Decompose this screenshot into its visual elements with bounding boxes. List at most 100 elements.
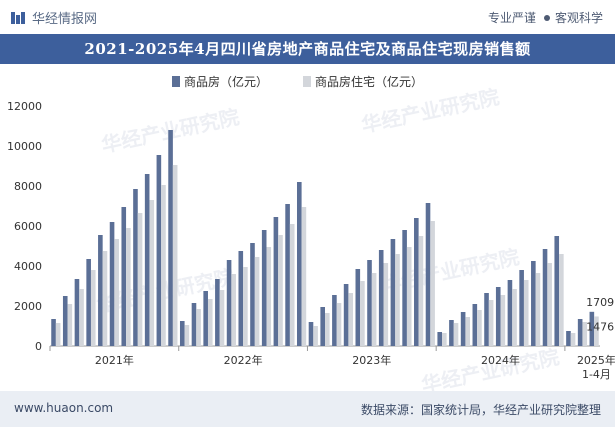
bar-series2 [172,165,178,346]
bar-chart: 商品房（亿元） 商品房住宅（亿元） 0 2000 4000 6000 8000 10000 12… [7,74,615,381]
footer-source: 数据来源：国家统计局，华经产业研究院整理 [360,403,601,417]
bar-series2 [430,221,435,346]
bar-series1 [577,319,583,346]
bar-series2 [313,326,318,346]
bar-series1 [414,218,419,346]
bar-series1 [86,259,91,346]
data-label: 1709.52 [586,296,615,309]
bar-series1 [367,260,372,346]
bar-series2 [161,185,166,346]
x-group-label: 2025年 [577,353,615,367]
y-tick-label: 4000 [14,260,42,273]
bar-series1 [495,287,501,346]
bar-series2 [383,263,389,346]
bar-series2 [196,309,201,346]
bar-series1 [484,293,489,346]
bar-series2 [395,254,400,346]
bar-series2 [184,325,190,346]
bar-series1 [226,260,232,346]
bar-series1 [285,204,290,346]
y-tick-label: 2000 [14,300,42,313]
bar-series1 [74,279,80,346]
bar-series1 [62,296,68,346]
bar-series2 [289,224,295,346]
bar-series2 [465,317,471,346]
bar-series2 [453,323,459,346]
bar-series1 [203,291,208,346]
bar-series2 [477,310,482,346]
bar-series1 [156,155,162,346]
bar-series1 [507,280,513,346]
y-tick-label: 8000 [14,180,42,193]
bar-series1 [191,303,197,346]
title-bar: 2021-2025年4月四川省房地产商品住宅及商品住宅现房销售额 [0,34,615,64]
tagline-dot-icon [543,14,550,21]
bar-series1 [519,270,524,346]
bar-series1 [238,251,244,346]
x-group-label: 2024年 [481,353,520,367]
bar-series2 [207,299,213,346]
bar-series1 [98,235,103,346]
bar-series1 [425,203,431,346]
y-tick-label: 0 [35,340,42,353]
bar-series1 [261,230,267,346]
bar-series2 [137,213,143,346]
bar-series1 [320,307,325,346]
top-bar: 华经情报网 专业严谨 客观科学 [0,0,615,34]
bar-series1 [273,217,279,346]
bar-series2 [360,281,365,346]
tagline: 专业严谨 客观科学 [488,9,603,26]
bar-series2 [523,280,529,346]
bar-series1 [343,284,349,346]
bar-series2 [231,274,236,346]
bar-series2 [102,251,108,346]
bar-series2 [243,267,248,346]
bar-series2 [500,295,506,346]
legend-label-1: 商品房（亿元） [184,74,268,89]
x-group-label: 2023年 [352,353,391,367]
bar-series2 [301,207,307,346]
bar-series1 [168,130,173,346]
bar-series2 [67,304,73,346]
bar-series1 [460,312,466,346]
bar-series2 [254,257,260,346]
bar-series2 [114,239,119,346]
x-group-label: 2022年 [224,353,263,367]
bar-series2 [371,273,377,346]
brand-name: 华经情报网 [32,12,98,27]
x-group-label: 1-4月 [582,368,611,381]
bar-series1 [121,207,127,346]
bar-series2 [406,247,412,346]
bar-series1 [332,295,337,346]
bar-series2 [325,313,330,346]
bar-series2 [488,300,494,346]
bar-series1 [449,320,454,346]
bar-series2 [348,293,354,346]
bar-series2 [278,235,283,346]
bar-series2 [582,322,588,346]
brand[interactable]: 华经情报网 [10,8,97,27]
bar-series1 [109,222,115,346]
bar-series2 [442,333,447,346]
bar-series1 [542,249,548,346]
tagline-right: 客观科学 [554,11,603,25]
bar-series2 [512,289,517,346]
bar-series1 [179,321,185,346]
legend-swatch-2 [303,76,311,87]
bar-series1 [472,304,478,346]
brand-logo-icon [11,11,25,24]
bar-series1 [215,279,220,346]
bar-series2 [55,323,61,346]
bar-series2 [266,247,272,346]
y-tick-label: 10000 [7,140,42,153]
bar-series2 [219,290,225,346]
footer-website[interactable]: www.huaon.com [14,401,114,415]
bar-series2 [547,263,552,346]
bar-series1 [554,236,560,346]
bar-series1 [144,174,150,346]
bar-series2 [559,254,564,346]
bar-series1 [51,319,56,346]
bar-series1 [355,269,361,346]
chart-title: 2021-2025年4月四川省房地产商品住宅及商品住宅现房销售额 [84,40,531,58]
y-tick-label: 6000 [14,220,42,233]
